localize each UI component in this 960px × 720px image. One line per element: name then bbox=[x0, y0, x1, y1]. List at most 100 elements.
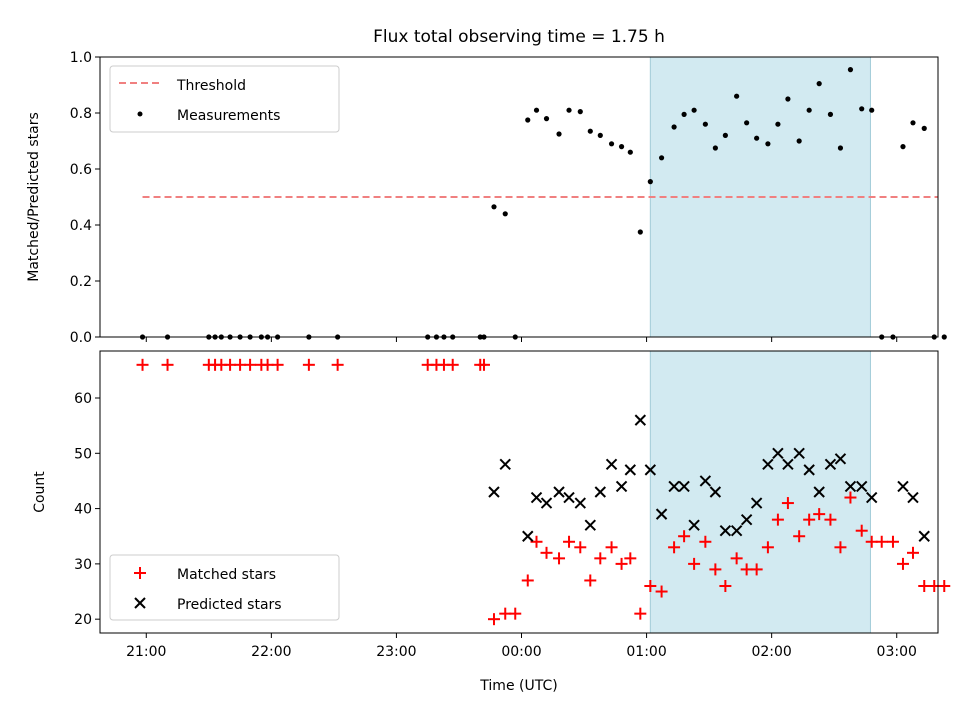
predicted-star-b bbox=[553, 486, 565, 498]
predicted-star-point bbox=[772, 447, 784, 460]
measurement-point bbox=[754, 135, 760, 141]
top-legend-box bbox=[109, 65, 340, 133]
predicted-star-point bbox=[699, 475, 712, 487]
matched-star-point bbox=[563, 535, 576, 548]
predicted-star-point bbox=[605, 458, 618, 471]
predicted-star-b bbox=[563, 491, 575, 504]
matched-star-point bbox=[824, 513, 837, 526]
measurement-point bbox=[647, 179, 653, 185]
measurement-point bbox=[597, 132, 603, 138]
matched-star-point bbox=[553, 552, 566, 565]
bottom-panel: 20 30 40 50 60 21:00 22:00 23:00 00:00 01:00 02:0… bbox=[32, 350, 951, 694]
measurement-point bbox=[556, 131, 562, 137]
predicted-star-point bbox=[655, 508, 668, 520]
predicted-legend-swatch bbox=[134, 597, 146, 609]
measurement-point bbox=[859, 106, 865, 112]
predicted-star-b bbox=[750, 497, 763, 509]
matched-star-point bbox=[803, 513, 816, 526]
measurement-point bbox=[734, 93, 740, 99]
measurement-point bbox=[847, 67, 854, 73]
matched-star-point bbox=[521, 574, 534, 587]
matched-star-point bbox=[261, 358, 274, 371]
measurement-point bbox=[587, 128, 593, 134]
bottom-x-tick-label: 22:00 bbox=[251, 644, 291, 660]
x-axis-label: Time (UTC) bbox=[479, 678, 557, 694]
predicted-star-point bbox=[574, 497, 586, 509]
predicted-star-b bbox=[634, 414, 647, 426]
predicted-star-point bbox=[522, 530, 534, 542]
matched-star-point bbox=[906, 546, 919, 559]
measurement-point bbox=[806, 107, 812, 113]
measurement-point bbox=[627, 149, 633, 155]
top-y-tick-label: 1.0 bbox=[70, 50, 92, 66]
matched-star-point bbox=[886, 535, 899, 548]
predicted-star-b bbox=[499, 458, 511, 471]
predicted-star-b bbox=[897, 480, 909, 493]
predicted-star-point bbox=[824, 458, 837, 471]
matched-star-point bbox=[719, 580, 732, 592]
matched-star-point bbox=[875, 535, 888, 548]
predicted-star-b bbox=[813, 486, 825, 498]
predicted-star-b bbox=[488, 486, 500, 498]
measurement-point bbox=[637, 229, 643, 235]
bottom-observing-window bbox=[649, 350, 871, 634]
matched-star-point bbox=[834, 541, 847, 554]
predicted-legend-label: Predicted stars bbox=[177, 597, 282, 613]
matched-star-point bbox=[709, 563, 722, 576]
matched-star-point bbox=[655, 585, 668, 598]
predicted-star-point bbox=[709, 486, 722, 498]
chart-title: Flux total observing time = 1.75 h bbox=[373, 27, 665, 47]
predicted-star-point bbox=[615, 480, 628, 493]
matched-star-point bbox=[865, 535, 878, 548]
predicted-star-b bbox=[655, 508, 668, 520]
predicted-star-b bbox=[762, 458, 774, 471]
predicted-star-point bbox=[488, 486, 500, 498]
bottom-y-tick-label: 50 bbox=[74, 446, 92, 462]
predicted-star-b bbox=[624, 464, 637, 476]
predicted-star-point bbox=[782, 458, 794, 471]
bottom-x-tick-label: 02:00 bbox=[751, 644, 791, 660]
bottom-legend-box bbox=[109, 554, 340, 621]
measurement-point bbox=[785, 96, 791, 102]
matched-star-point bbox=[224, 358, 237, 371]
matched-star-point bbox=[918, 580, 931, 592]
predicted-star-b bbox=[834, 453, 847, 465]
predicted-star-point bbox=[530, 491, 543, 504]
predicted-star-point bbox=[803, 464, 815, 476]
predicted-star-point bbox=[793, 447, 805, 460]
matched-star-point bbox=[605, 541, 618, 554]
predicted-star-b bbox=[668, 480, 680, 493]
predicted-star-point bbox=[844, 480, 857, 493]
matched-star-point bbox=[844, 491, 857, 504]
predicted-star-b bbox=[803, 464, 815, 476]
measurement-point bbox=[921, 125, 927, 131]
measurement-point bbox=[910, 120, 916, 126]
matched-star-point bbox=[644, 580, 657, 592]
matched-star-point bbox=[615, 557, 628, 570]
measurement-point bbox=[577, 109, 583, 115]
top-y-tick-label: 0.0 bbox=[70, 330, 92, 346]
measurement-point bbox=[566, 107, 572, 113]
matched-star-point bbox=[574, 541, 587, 554]
matched-star-point bbox=[793, 530, 806, 543]
measurement-point bbox=[691, 107, 697, 113]
predicted-star-point bbox=[897, 480, 909, 493]
measurement-point bbox=[712, 145, 718, 151]
predicted-star-point bbox=[813, 486, 825, 498]
predicted-star-b bbox=[740, 513, 753, 526]
predicted-star-b bbox=[584, 519, 596, 531]
matched-star-point bbox=[634, 607, 647, 620]
matched-star-point bbox=[688, 557, 701, 570]
matched-star-point bbox=[331, 358, 344, 371]
matched-legend-swatch bbox=[134, 567, 146, 579]
measurement-point bbox=[827, 111, 834, 117]
bottom-axes-frame bbox=[99, 350, 939, 634]
matched-star-point bbox=[477, 358, 490, 371]
matched-star-point bbox=[730, 552, 743, 565]
predicted-star-point bbox=[624, 464, 637, 476]
predicted-star-b bbox=[793, 447, 805, 460]
matched-star-point bbox=[771, 513, 784, 526]
matched-star-point bbox=[668, 541, 681, 554]
predicted-star-point bbox=[668, 480, 680, 493]
matched-star-point bbox=[813, 508, 826, 521]
